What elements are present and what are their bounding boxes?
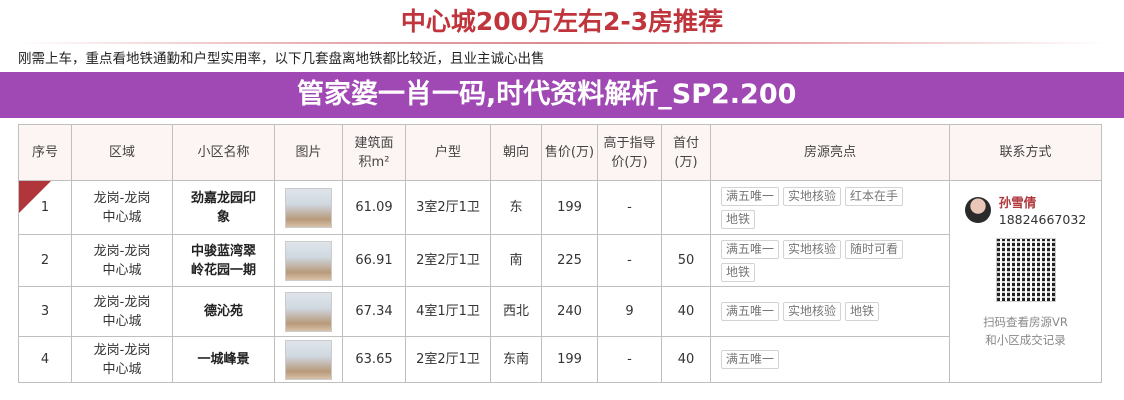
listing-table: 序号 区域 小区名称 图片 建筑面积m² 户型 朝向 售价(万) 高于指导价(万) 首付(万) 房源… bbox=[18, 124, 1102, 383]
photo-cell[interactable] bbox=[274, 286, 343, 337]
row-number: 4 bbox=[18, 336, 72, 383]
highlight-tag: 红本在手 bbox=[845, 186, 904, 206]
above-guide-cell: - bbox=[597, 234, 662, 287]
page-title: 中心城200万左右2-3房推荐 bbox=[400, 7, 724, 36]
district-cell: 龙岗-龙岗中心城 bbox=[71, 234, 173, 287]
house-photo[interactable] bbox=[285, 187, 332, 228]
table-row[interactable]: 4 龙岗-龙岗中心城 一城峰景 63.65 2室2厅1卫 东南 199 - 40… bbox=[18, 336, 1102, 383]
orientation-cell: 东南 bbox=[490, 336, 542, 383]
photo-cell[interactable] bbox=[274, 234, 343, 287]
district-cell: 龙岗-龙岗中心城 bbox=[71, 336, 173, 383]
layout-cell: 3室2厅1卫 bbox=[405, 180, 491, 235]
column-header: 朝向 bbox=[490, 124, 542, 181]
column-header: 首付(万) bbox=[661, 124, 711, 181]
size-cell: 67.34 bbox=[342, 286, 406, 337]
column-header: 图片 bbox=[274, 124, 343, 181]
highlight-tag: 地铁 bbox=[721, 209, 756, 229]
price-cell: 199 bbox=[541, 180, 598, 235]
size-cell: 66.91 bbox=[342, 234, 406, 287]
agent-info[interactable]: 孙雪倩 18824667032 bbox=[950, 193, 1101, 227]
price-cell: 240 bbox=[541, 286, 598, 337]
table-row[interactable]: 1 龙岗-龙岗中心城 劲嘉龙园印象 61.09 3室2厅1卫 东 199 - 满… bbox=[18, 180, 1102, 383]
highlights-cell: 满五唯一 实地核验 地铁 bbox=[710, 286, 950, 337]
highlight-tag: 实地核验 bbox=[783, 186, 842, 206]
above-guide-cell: - bbox=[597, 336, 662, 383]
column-header: 联系方式 bbox=[949, 124, 1102, 181]
agent-phone[interactable]: 18824667032 bbox=[998, 212, 1087, 227]
table-row[interactable]: 2 龙岗-龙岗中心城 中骏蓝湾翠岭花园一期 66.91 2室2厅1卫 南 225… bbox=[18, 234, 1102, 287]
column-header: 房源亮点 bbox=[710, 124, 950, 181]
column-header: 户型 bbox=[405, 124, 491, 181]
highlight-tag: 满五唯一 bbox=[721, 302, 780, 321]
qr-code[interactable] bbox=[995, 238, 1056, 302]
photo-cell[interactable] bbox=[274, 336, 343, 383]
highlight-tag: 满五唯一 bbox=[721, 239, 780, 259]
highlight-tag: 实地核验 bbox=[783, 239, 842, 259]
highlight-tag: 满五唯一 bbox=[721, 350, 780, 369]
community-name[interactable]: 德沁苑 bbox=[172, 286, 275, 337]
column-header: 区域 bbox=[71, 124, 173, 181]
row-number-text: 2 bbox=[40, 253, 50, 268]
layout-cell: 2室2厅1卫 bbox=[405, 336, 491, 383]
community-name[interactable]: 中骏蓝湾翠岭花园一期 bbox=[172, 234, 275, 287]
highlights-cell: 满五唯一 实地核验 红本在手地铁 bbox=[710, 180, 950, 235]
orientation-cell: 西北 bbox=[490, 286, 542, 337]
community-name[interactable]: 一城峰景 bbox=[172, 336, 275, 383]
layout-cell: 4室1厅1卫 bbox=[405, 286, 491, 337]
column-header: 建筑面积m² bbox=[342, 124, 406, 181]
column-header: 序号 bbox=[18, 124, 72, 181]
agent-avatar bbox=[964, 197, 991, 223]
community-name[interactable]: 劲嘉龙园印象 bbox=[172, 180, 275, 235]
highlight-tag: 满五唯一 bbox=[721, 186, 780, 206]
title-divider bbox=[18, 42, 1106, 44]
row-number-text: 4 bbox=[40, 352, 50, 367]
highlight-tag: 随时可看 bbox=[845, 239, 904, 259]
row-number-text: 3 bbox=[40, 304, 50, 319]
agent-name: 孙雪倩 bbox=[998, 195, 1037, 210]
header-row: 序号 区域 小区名称 图片 建筑面积m² 户型 朝向 售价(万) 高于指导价(万) 首付(万) 房源… bbox=[18, 124, 1102, 181]
down-payment-cell: 40 bbox=[661, 286, 711, 337]
house-photo[interactable] bbox=[285, 339, 332, 380]
column-header: 高于指导价(万) bbox=[597, 124, 662, 181]
orientation-cell: 南 bbox=[490, 234, 542, 287]
highlight-tag: 实地核验 bbox=[783, 302, 842, 321]
highlights-cell: 满五唯一 实地核验 随时可看地铁 bbox=[710, 234, 950, 287]
highlights-cell: 满五唯一 bbox=[710, 336, 950, 383]
highlight-tag: 地铁 bbox=[721, 262, 756, 282]
subtitle: 刚需上车，重点看地铁通勤和户型实用率，以下几套盘离地铁都比较近，且业主诚心出售 bbox=[18, 51, 545, 67]
above-guide-cell: 9 bbox=[597, 286, 662, 337]
qr-caption: 扫码查看房源VR bbox=[983, 315, 1068, 329]
column-header: 售价(万) bbox=[541, 124, 598, 181]
highlight-tag: 地铁 bbox=[845, 302, 880, 321]
row-number: 3 bbox=[18, 286, 72, 337]
price-cell: 225 bbox=[541, 234, 598, 287]
house-photo[interactable] bbox=[285, 291, 332, 332]
down-payment-cell: 50 bbox=[661, 234, 711, 287]
column-header: 小区名称 bbox=[172, 124, 275, 181]
row-number: 1 bbox=[18, 180, 72, 235]
above-guide-cell: - bbox=[597, 180, 662, 235]
layout-cell: 2室2厅1卫 bbox=[405, 234, 491, 287]
district-cell: 龙岗-龙岗中心城 bbox=[71, 286, 173, 337]
recommend-ribbon bbox=[19, 181, 51, 213]
photo-cell[interactable] bbox=[274, 180, 343, 235]
contact-cell: 孙雪倩 18824667032 扫码查看房源VR 和小区成交记录 bbox=[949, 180, 1102, 383]
district-cell: 龙岗-龙岗中心城 bbox=[71, 180, 173, 235]
overlay-banner: 管家婆一肖一码,时代资料解析_SP2.200 bbox=[0, 72, 1124, 118]
down-payment-cell bbox=[661, 180, 711, 235]
table-row[interactable]: 3 龙岗-龙岗中心城 德沁苑 67.34 4室1厅1卫 西北 240 9 40 … bbox=[18, 286, 1102, 337]
row-number: 2 bbox=[18, 234, 72, 287]
size-cell: 61.09 bbox=[342, 180, 406, 235]
orientation-cell: 东 bbox=[490, 180, 542, 235]
size-cell: 63.65 bbox=[342, 336, 406, 383]
house-photo[interactable] bbox=[285, 240, 332, 281]
price-cell: 199 bbox=[541, 336, 598, 383]
down-payment-cell: 40 bbox=[661, 336, 711, 383]
qr-caption: 和小区成交记录 bbox=[985, 333, 1066, 347]
